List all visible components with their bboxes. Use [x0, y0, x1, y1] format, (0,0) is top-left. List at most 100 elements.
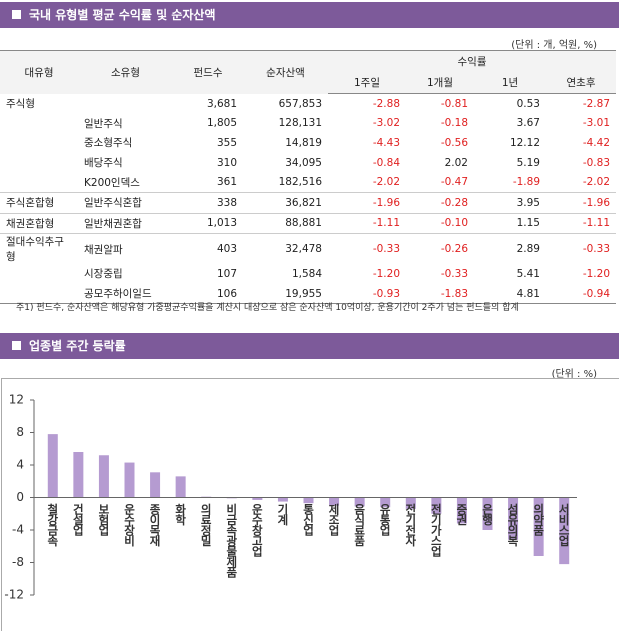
table-cell: 2.89 — [474, 233, 546, 265]
table-cell: 1,013 — [173, 212, 243, 234]
table-cell: -0.18 — [440, 117, 468, 130]
table-row: 일반주식 1,805 128,131 -3.02 -0.18 3.67 -3.01 — [0, 114, 616, 134]
x-tick-label: 철강금속 — [46, 503, 60, 548]
x-tick-label: 은행 — [481, 504, 495, 527]
y-tick-label: 8 — [16, 425, 24, 439]
section-title: 업종별 주간 등락률 — [29, 339, 126, 353]
table-cell: 2.02 — [444, 156, 468, 169]
column-header: 소유형 — [78, 50, 173, 94]
section-title: 국내 유형별 평균 수익률 및 순자산액 — [29, 8, 216, 22]
table-cell: -4.43 — [372, 136, 400, 149]
table-cell: -3.02 — [372, 117, 400, 130]
table-cell: 4.81 — [474, 283, 546, 305]
header-row: 1주일 1개월 1년 연초후 — [0, 72, 616, 94]
x-tick-label: 건설업 — [71, 503, 85, 537]
table-cell: 일반채권혼합 — [78, 212, 173, 234]
table-cell: -1.20 — [582, 267, 610, 280]
table-cell: 32,478 — [243, 233, 328, 265]
y-tick-label: -4 — [12, 523, 24, 537]
table-cell: 배당주식 — [84, 157, 123, 170]
unit-label: (단위 : 개, 억원, %) — [511, 40, 597, 51]
x-tick-label: 증권 — [455, 504, 469, 527]
y-tick-label: 0 — [16, 490, 24, 504]
bar — [456, 497, 467, 524]
column-subheader: 1년 — [474, 72, 546, 94]
x-tick-label: 제조업 — [327, 503, 341, 537]
table-cell: 14,819 — [285, 136, 322, 149]
table-cell: 절대수익추구형 — [0, 233, 78, 265]
table-cell — [0, 153, 78, 173]
x-tick-label: 서비스업 — [557, 503, 571, 548]
table-row: 절대수익추구형 채권알파 403 32,478 -0.33 -0.26 2.89 -0.33 — [0, 233, 616, 265]
table-cell: 5.41 — [516, 267, 540, 280]
bar — [47, 434, 58, 498]
x-tick-label: 의료정밀 — [199, 503, 213, 548]
table-cell: -1.11 — [546, 212, 616, 234]
table-cell: -2.02 — [372, 176, 400, 189]
column-header: 대유형 — [0, 50, 78, 94]
table-cell: 시장중립 — [84, 268, 123, 281]
table-cell: -4.42 — [582, 136, 610, 149]
table-cell: 1.15 — [474, 212, 546, 234]
table-row: 주식형 3,681 657,853 -2.88 -0.81 0.53 -2.87 — [0, 94, 616, 114]
x-tick-label: 기계 — [276, 503, 290, 527]
y-tick-label: -8 — [12, 555, 24, 569]
table-cell: 중소형주식 — [84, 137, 133, 150]
section-header: 국내 유형별 평균 수익률 및 순자산액 — [0, 2, 619, 28]
column-subheader: 1개월 — [406, 72, 474, 94]
header-row: 대유형 소유형 펀드수 순자산액 수익률 — [0, 50, 616, 94]
bar — [431, 497, 442, 514]
table-cell: -1.11 — [328, 212, 406, 234]
table-cell: 36,821 — [243, 191, 328, 214]
bar — [150, 472, 161, 498]
table-cell: 361 — [216, 176, 237, 189]
x-tick-label: 전기가스업 — [429, 503, 443, 558]
table-cell — [78, 94, 173, 114]
table-cell: 주식형 — [6, 98, 35, 111]
column-subheader: 1주일 — [328, 72, 406, 94]
table-cell: 12.12 — [509, 136, 540, 149]
table-cell: -2.02 — [582, 176, 610, 189]
bar — [380, 497, 391, 508]
table-cell: -2.88 — [372, 97, 400, 110]
table-cell: -0.10 — [406, 212, 474, 234]
table-cell: -0.28 — [406, 191, 474, 214]
table-cell: -0.33 — [440, 267, 468, 280]
table-cell: 채권알파 — [78, 233, 173, 265]
table-cell: K200인덱스 — [84, 176, 140, 189]
bar — [559, 497, 570, 565]
table-cell: -0.33 — [328, 233, 406, 265]
table-cell: 657,853 — [278, 97, 322, 110]
table-row: 채권혼합형 일반채권혼합 1,013 88,881 -1.11 -0.10 1.15 -1.1… — [0, 212, 616, 234]
x-tick-label: 보험업 — [97, 504, 111, 537]
table-cell — [0, 133, 78, 153]
table-cell: -0.93 — [328, 283, 406, 305]
table-cell: -0.81 — [440, 97, 468, 110]
table-row: 주식혼합형 일반주식혼합 338 36,821 -1.96 -0.28 3.95 -1.96 — [0, 191, 616, 214]
table-cell: 403 — [173, 233, 243, 265]
x-tick-label: 화학 — [174, 503, 188, 527]
table-cell: 34,095 — [285, 156, 322, 169]
column-header: 수익률 — [328, 50, 616, 72]
table-cell: -1.83 — [406, 283, 474, 305]
x-tick-label: 비금속광물제품 — [225, 503, 239, 579]
table-cell: 128,131 — [278, 117, 322, 130]
table-cell: 3,681 — [206, 97, 237, 110]
x-tick-label: 운수장비 — [123, 504, 137, 548]
table-cell: -0.84 — [372, 156, 400, 169]
table-cell: 주식혼합형 — [0, 191, 78, 214]
table-row: 배당주식 310 34,095 -0.84 2.02 5.19 -0.83 — [0, 153, 616, 173]
column-subheader: 연초후 — [546, 72, 616, 94]
column-header: 펀드수 — [173, 50, 243, 94]
table-cell — [0, 172, 78, 192]
table-cell: 3.67 — [516, 117, 540, 130]
bar — [252, 497, 263, 500]
table-cell: 채권혼합형 — [0, 212, 78, 234]
x-tick-label: 음식료품 — [353, 504, 367, 548]
table-cell: -0.26 — [406, 233, 474, 265]
table-cell: -1.96 — [546, 191, 616, 214]
bar — [354, 497, 365, 507]
table-row: 시장중립 107 1,584 -1.20 -0.33 5.41 -1.20 — [0, 264, 616, 284]
table-cell: 338 — [173, 191, 243, 214]
